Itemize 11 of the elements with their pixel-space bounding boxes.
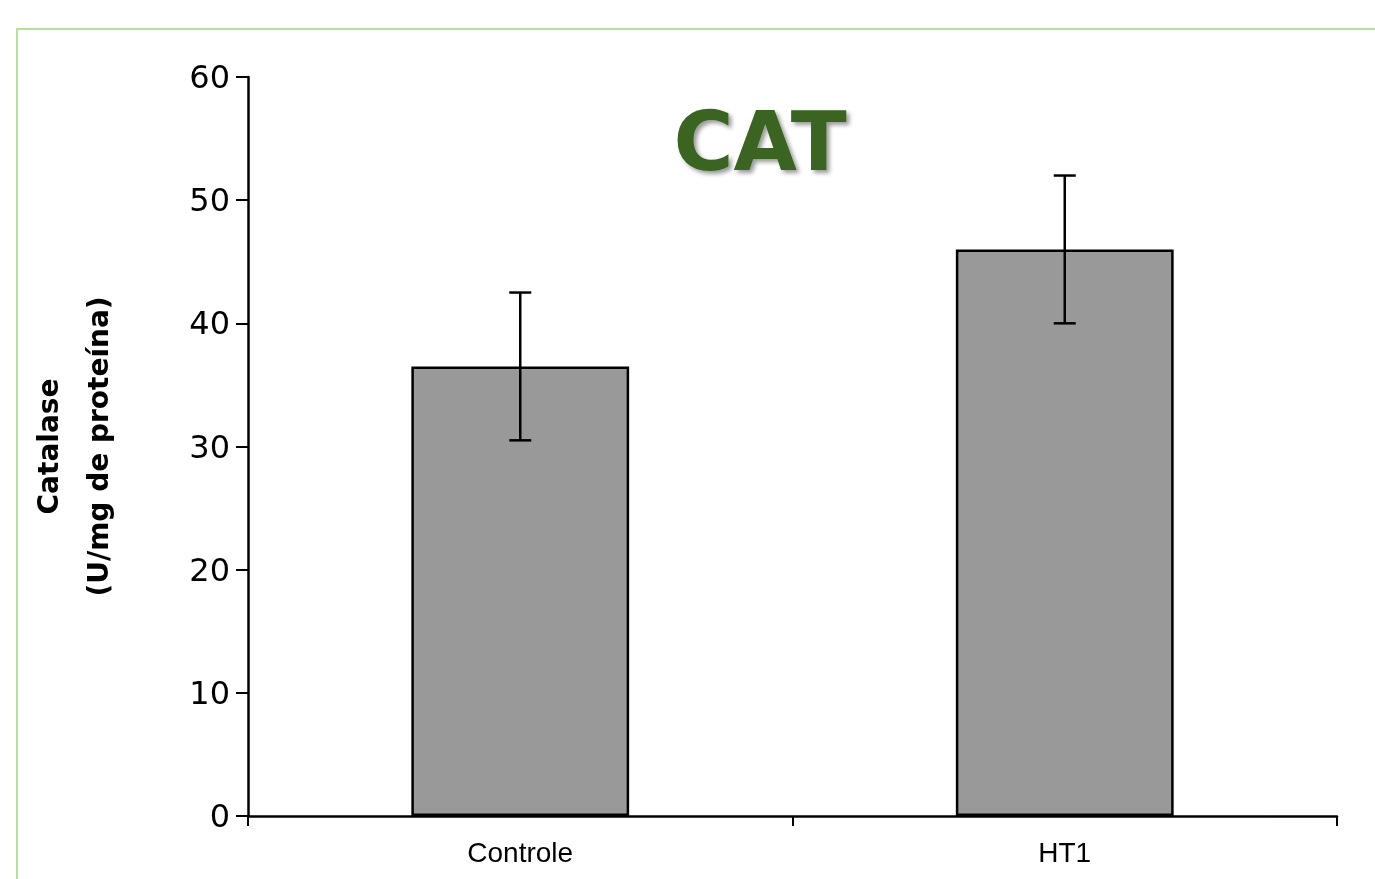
y-tick-label: 50	[189, 181, 230, 220]
x-tick-label: Controle	[467, 836, 574, 868]
y-tick-label: 60	[189, 58, 230, 96]
x-tick-label: HT1	[1038, 836, 1092, 868]
y-tick-label: 0	[209, 797, 230, 835]
y-tick-label: 40	[189, 304, 230, 343]
y-tick-label: 10	[189, 673, 230, 712]
chart-title: CAT	[673, 93, 847, 189]
y-tick-label: 20	[189, 550, 230, 589]
y-tick-label: 30	[189, 427, 230, 466]
y-axis-title: Catalase (U/mg de proteína)	[31, 296, 115, 597]
